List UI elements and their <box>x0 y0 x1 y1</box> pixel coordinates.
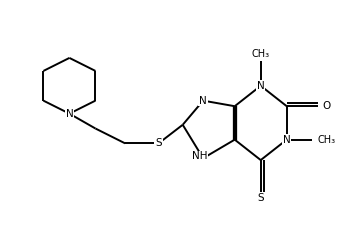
Text: S: S <box>257 193 264 203</box>
Text: NH: NH <box>192 151 207 161</box>
Text: N: N <box>199 96 207 106</box>
Text: O: O <box>322 101 330 111</box>
Text: S: S <box>155 138 162 148</box>
Text: CH₃: CH₃ <box>252 49 270 59</box>
Text: N: N <box>283 135 291 145</box>
Text: N: N <box>257 81 265 91</box>
Text: N: N <box>66 109 73 119</box>
Text: CH₃: CH₃ <box>318 135 335 145</box>
